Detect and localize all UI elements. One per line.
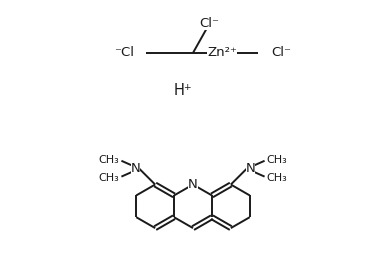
Text: CH₃: CH₃ bbox=[267, 155, 287, 165]
Text: N: N bbox=[246, 162, 256, 175]
Text: Cl⁻: Cl⁻ bbox=[199, 17, 219, 30]
Text: N: N bbox=[130, 162, 140, 175]
Text: CH₃: CH₃ bbox=[267, 173, 287, 183]
Text: Zn²⁺: Zn²⁺ bbox=[207, 46, 237, 59]
Text: ⁻Cl: ⁻Cl bbox=[114, 46, 134, 59]
Text: CH₃: CH₃ bbox=[99, 155, 119, 165]
Text: H⁺: H⁺ bbox=[174, 83, 192, 98]
Text: CH₃: CH₃ bbox=[99, 173, 119, 183]
Text: Cl⁻: Cl⁻ bbox=[271, 46, 291, 59]
Text: N: N bbox=[188, 178, 198, 191]
